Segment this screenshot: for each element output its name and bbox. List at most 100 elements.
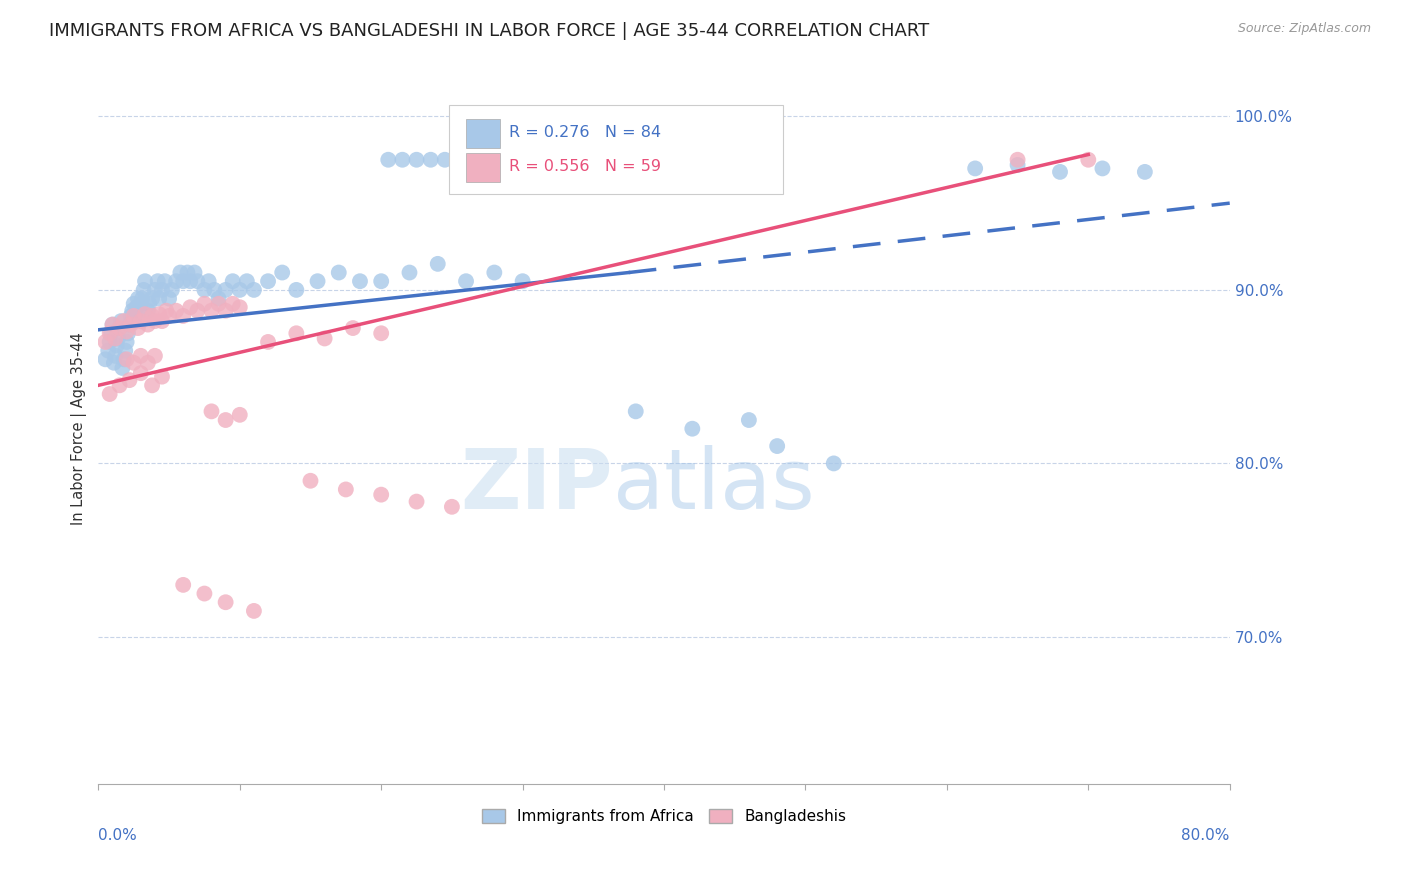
Text: 0.0%: 0.0% <box>98 828 138 843</box>
Point <box>172 578 194 592</box>
Point <box>117 326 139 341</box>
Point <box>186 274 208 288</box>
Point <box>335 483 357 497</box>
Point <box>370 326 392 341</box>
Point <box>738 413 761 427</box>
Point <box>193 283 215 297</box>
Point <box>183 266 205 280</box>
Point <box>136 318 159 332</box>
Point <box>405 494 427 508</box>
Point <box>121 303 143 318</box>
Point <box>624 404 647 418</box>
Point <box>1091 161 1114 176</box>
Point <box>128 303 150 318</box>
Point <box>823 457 845 471</box>
Point <box>398 266 420 280</box>
Point <box>108 378 131 392</box>
Point <box>328 266 350 280</box>
Point <box>122 309 145 323</box>
Point <box>200 303 222 318</box>
Point <box>186 303 208 318</box>
Point <box>236 274 259 288</box>
Point <box>148 292 170 306</box>
Point <box>419 153 441 167</box>
Point <box>461 153 484 167</box>
Point <box>512 274 534 288</box>
Point <box>1007 153 1029 167</box>
Point <box>143 283 166 297</box>
Point <box>454 274 477 288</box>
Point <box>132 283 155 297</box>
Point <box>103 356 125 370</box>
Point <box>136 303 159 318</box>
Point <box>214 303 236 318</box>
Point <box>214 413 236 427</box>
Point <box>193 297 215 311</box>
Text: Source: ZipAtlas.com: Source: ZipAtlas.com <box>1237 22 1371 36</box>
Point <box>122 356 145 370</box>
Point <box>1133 165 1156 179</box>
Text: atlas: atlas <box>613 445 815 526</box>
Point <box>108 321 131 335</box>
Point <box>160 283 183 297</box>
Point <box>965 161 987 176</box>
Point <box>105 338 128 352</box>
Point <box>129 297 152 311</box>
Point <box>349 274 371 288</box>
Point <box>150 369 173 384</box>
Point <box>101 318 124 332</box>
Point <box>202 283 225 297</box>
Point <box>111 361 134 376</box>
Point <box>214 283 236 297</box>
Point <box>243 283 266 297</box>
Text: R = 0.556   N = 59: R = 0.556 N = 59 <box>509 159 661 174</box>
Point <box>271 266 294 280</box>
Point <box>98 326 121 341</box>
Point <box>107 331 129 345</box>
Point <box>115 352 138 367</box>
Point <box>342 321 364 335</box>
Point <box>214 595 236 609</box>
Point <box>98 334 121 349</box>
Point <box>122 297 145 311</box>
Point <box>124 309 146 323</box>
Point <box>120 309 142 323</box>
Text: R = 0.276   N = 84: R = 0.276 N = 84 <box>509 125 661 139</box>
Point <box>229 283 252 297</box>
Point <box>169 266 191 280</box>
Point <box>314 331 336 345</box>
Point <box>681 422 703 436</box>
Point <box>176 266 198 280</box>
Text: ZIP: ZIP <box>461 445 613 526</box>
Point <box>108 321 131 335</box>
Point <box>134 307 156 321</box>
Bar <box>465 153 501 182</box>
Point <box>138 297 160 311</box>
Point <box>110 314 132 328</box>
Point <box>141 309 163 323</box>
Point <box>157 292 180 306</box>
Point <box>115 334 138 349</box>
Point <box>172 309 194 323</box>
Point <box>134 274 156 288</box>
Point <box>243 604 266 618</box>
Point <box>222 274 245 288</box>
Point <box>104 331 127 345</box>
Point <box>257 274 280 288</box>
Point <box>307 274 329 288</box>
Text: 80.0%: 80.0% <box>1181 828 1230 843</box>
Point <box>112 314 135 328</box>
Point <box>391 153 413 167</box>
Point <box>129 314 152 328</box>
Point <box>405 153 427 167</box>
Point <box>766 439 789 453</box>
Point <box>197 274 219 288</box>
Point <box>153 274 176 288</box>
Point <box>127 321 149 335</box>
Point <box>131 292 153 306</box>
Point <box>148 307 170 321</box>
Point <box>370 488 392 502</box>
Point <box>172 274 194 288</box>
Point <box>125 300 148 314</box>
Point <box>165 303 187 318</box>
